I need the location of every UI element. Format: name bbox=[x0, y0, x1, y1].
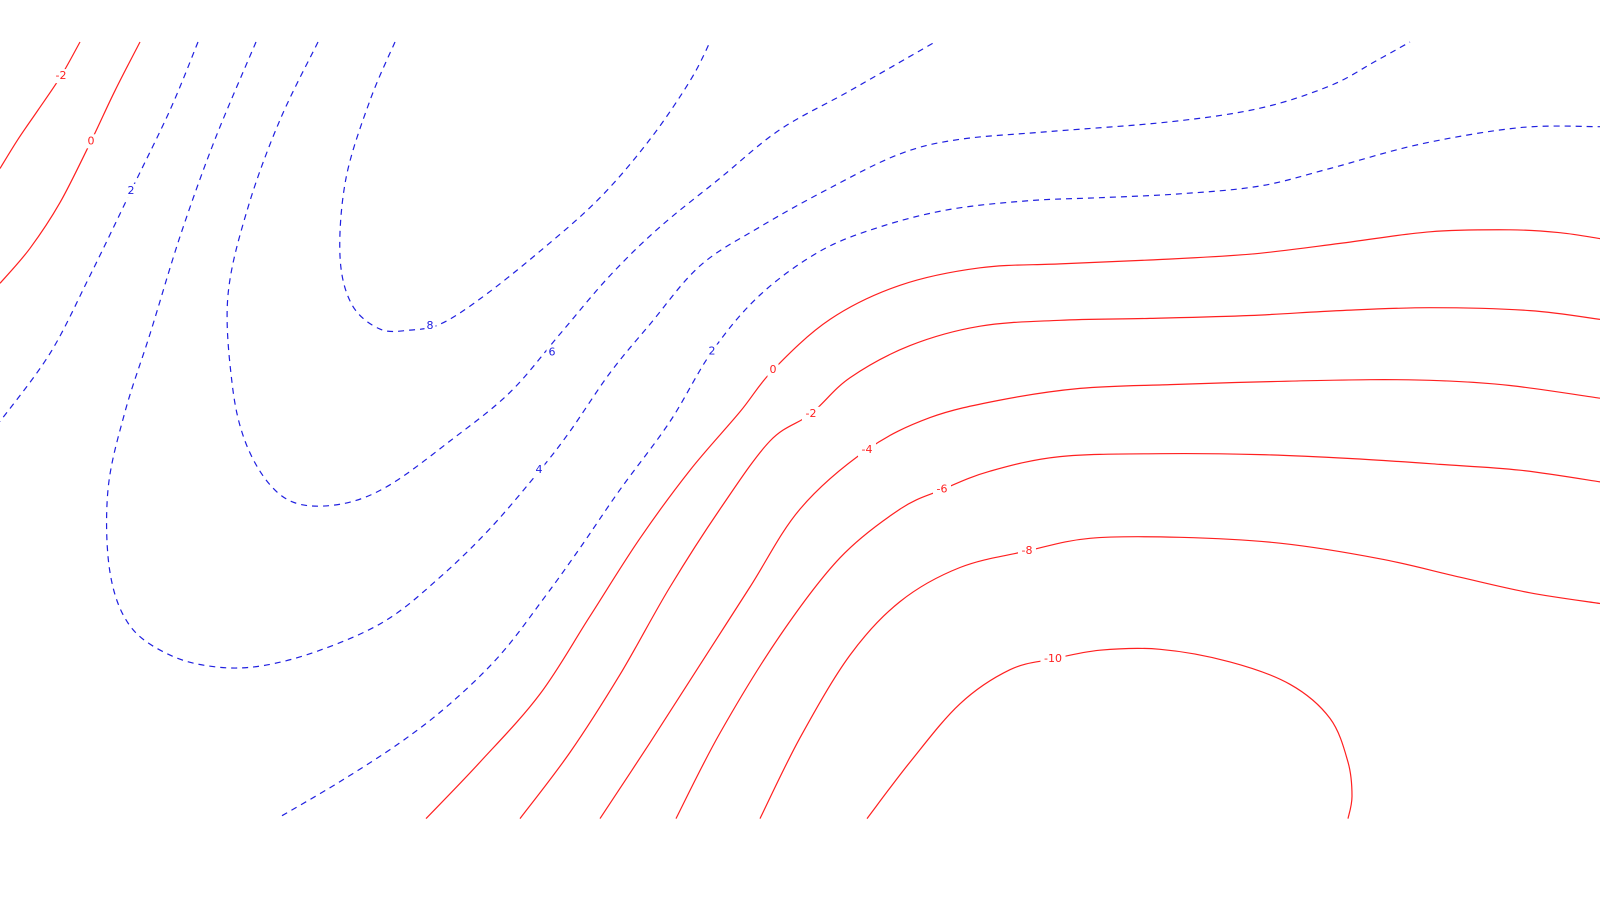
contour-label-bg-neg-m4 bbox=[858, 442, 876, 457]
contour-label-pos-6: 6 bbox=[549, 345, 556, 358]
contour-label-bg-neg-m8 bbox=[1018, 544, 1036, 558]
contour-label-neg-0a: 0 bbox=[88, 134, 95, 147]
contour-label-bg-neg-0b bbox=[767, 363, 779, 377]
contour-label-bg-pos-6 bbox=[546, 345, 558, 360]
contour-label-neg-2a: -2 bbox=[56, 69, 67, 82]
contour-labels: 8 6 4 2 2 -2 0 0 -2 -4 -6 -8 -10 bbox=[52, 69, 1066, 666]
contour-line-neg-m10 bbox=[866, 647, 1353, 819]
contour-label-neg-m6: -6 bbox=[937, 483, 948, 496]
contour-label-bg-pos-2a bbox=[125, 183, 137, 198]
contour-label-neg-m2: -2 bbox=[806, 407, 817, 420]
contour-label-pos-2a: 2 bbox=[128, 184, 135, 197]
contour-label-bg-neg-m2 bbox=[802, 406, 820, 421]
contour-label-pos-4: 4 bbox=[536, 463, 543, 476]
contour-label-bg-neg-m10 bbox=[1040, 652, 1066, 666]
contour-line-neg-0b bbox=[425, 229, 1600, 820]
contour-label-neg-0b: 0 bbox=[770, 363, 777, 376]
contour-label-pos-2b: 2 bbox=[709, 345, 716, 358]
contour-line-neg-2a bbox=[0, 41, 81, 169]
contour-label-neg-m10: -10 bbox=[1044, 652, 1062, 665]
contour-line-pos-8 bbox=[339, 41, 711, 333]
contour-label-pos-8: 8 bbox=[427, 319, 434, 332]
contour-line-neg-m2 bbox=[519, 307, 1600, 819]
contour-line-neg-m8 bbox=[759, 536, 1600, 819]
contour-label-bg-neg-0a bbox=[85, 134, 97, 149]
contour-line-pos-6 bbox=[226, 41, 936, 507]
contour-line-pos-4 bbox=[105, 41, 1411, 669]
contour-line-neg-m6 bbox=[675, 452, 1600, 819]
contour-line-pos-2a bbox=[0, 41, 199, 422]
contour-label-neg-m4: -4 bbox=[862, 443, 873, 456]
contour-label-bg-pos-4 bbox=[533, 463, 545, 478]
contour-label-bg-neg-m6 bbox=[933, 482, 951, 497]
contour-label-neg-m8: -8 bbox=[1022, 544, 1033, 557]
contour-label-bg-neg-2a bbox=[52, 69, 70, 84]
contour-line-neg-0a bbox=[0, 41, 141, 284]
contour-lines bbox=[0, 41, 1600, 820]
contour-label-bg-pos-2b bbox=[706, 344, 718, 359]
contour-label-bg-pos-8 bbox=[424, 319, 436, 334]
contour-line-neg-m4 bbox=[599, 379, 1600, 819]
